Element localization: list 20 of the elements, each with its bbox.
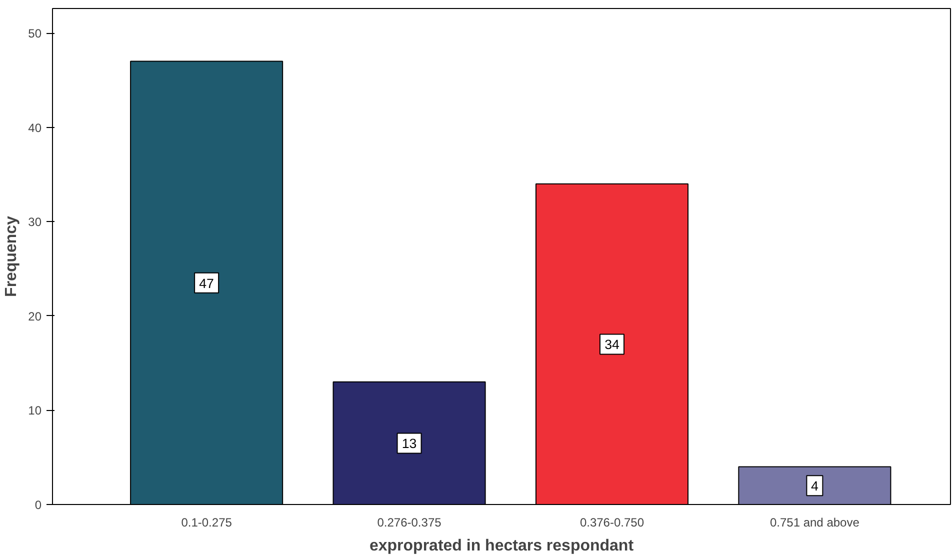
y-tick-label: 50 [28,26,42,41]
x-tick-label: 0.1-0.275 [181,516,232,530]
x-axis-title: exproprated in hectars respondant [369,538,634,554]
bar [535,183,688,504]
y-tick-label: 30 [28,215,42,230]
y-tick-label: 40 [28,120,42,135]
y-tick-label: 0 [34,498,42,512]
data-label: 47 [199,276,214,291]
x-tick-label: 0.376-0.750 [580,516,644,530]
y-axis-title: Frequency [3,216,20,297]
data-label: 13 [402,436,417,452]
bar [332,381,486,504]
bar [738,466,892,504]
y-tick-label: 20 [28,309,42,324]
x-tick-label: 0.751 and above [770,516,860,530]
x-tick-label: 0.276-0.375 [377,516,442,530]
data-label: 34 [604,337,620,352]
bar [130,60,284,504]
y-tick-label: 10 [28,404,42,418]
data-label: 4 [810,478,819,494]
